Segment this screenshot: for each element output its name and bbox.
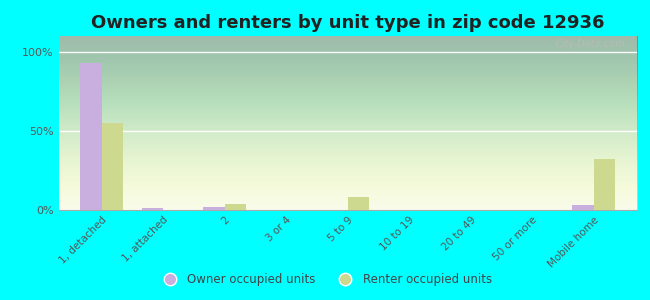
Bar [142, 208, 163, 210]
Bar [348, 197, 369, 210]
Title: Owners and renters by unit type in zip code 12936: Owners and renters by unit type in zip c… [91, 14, 604, 32]
Legend: Owner occupied units, Renter occupied units: Owner occupied units, Renter occupied un… [153, 269, 497, 291]
Bar [225, 204, 246, 210]
Bar [594, 159, 616, 210]
Bar [80, 63, 101, 210]
Bar [573, 205, 594, 210]
Bar [203, 207, 225, 210]
Bar [101, 123, 123, 210]
Text: City-Data.com: City-Data.com [556, 40, 625, 50]
